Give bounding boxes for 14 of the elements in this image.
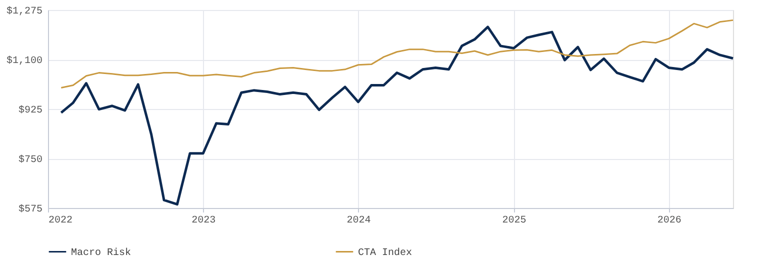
line-series (60, 26, 734, 206)
x-tick-label: 2023 (192, 216, 216, 226)
x-tick-label: 2022 (48, 216, 73, 226)
x-tick-label: 2024 (346, 216, 371, 226)
x-tick-label: 2025 (502, 216, 526, 226)
y-tick-label: $1,100 (6, 55, 42, 67)
x-tick-label: 2026 (657, 216, 682, 226)
y-tick-label: $925 (18, 104, 42, 116)
y-tick-label: $750 (18, 154, 42, 166)
y-tick-label: $575 (18, 204, 42, 216)
legend-label: CTA Index (358, 246, 412, 259)
y-tick-label: $1,275 (6, 6, 42, 18)
legend-label: Macro Risk (71, 246, 132, 259)
line-series (60, 19, 734, 89)
